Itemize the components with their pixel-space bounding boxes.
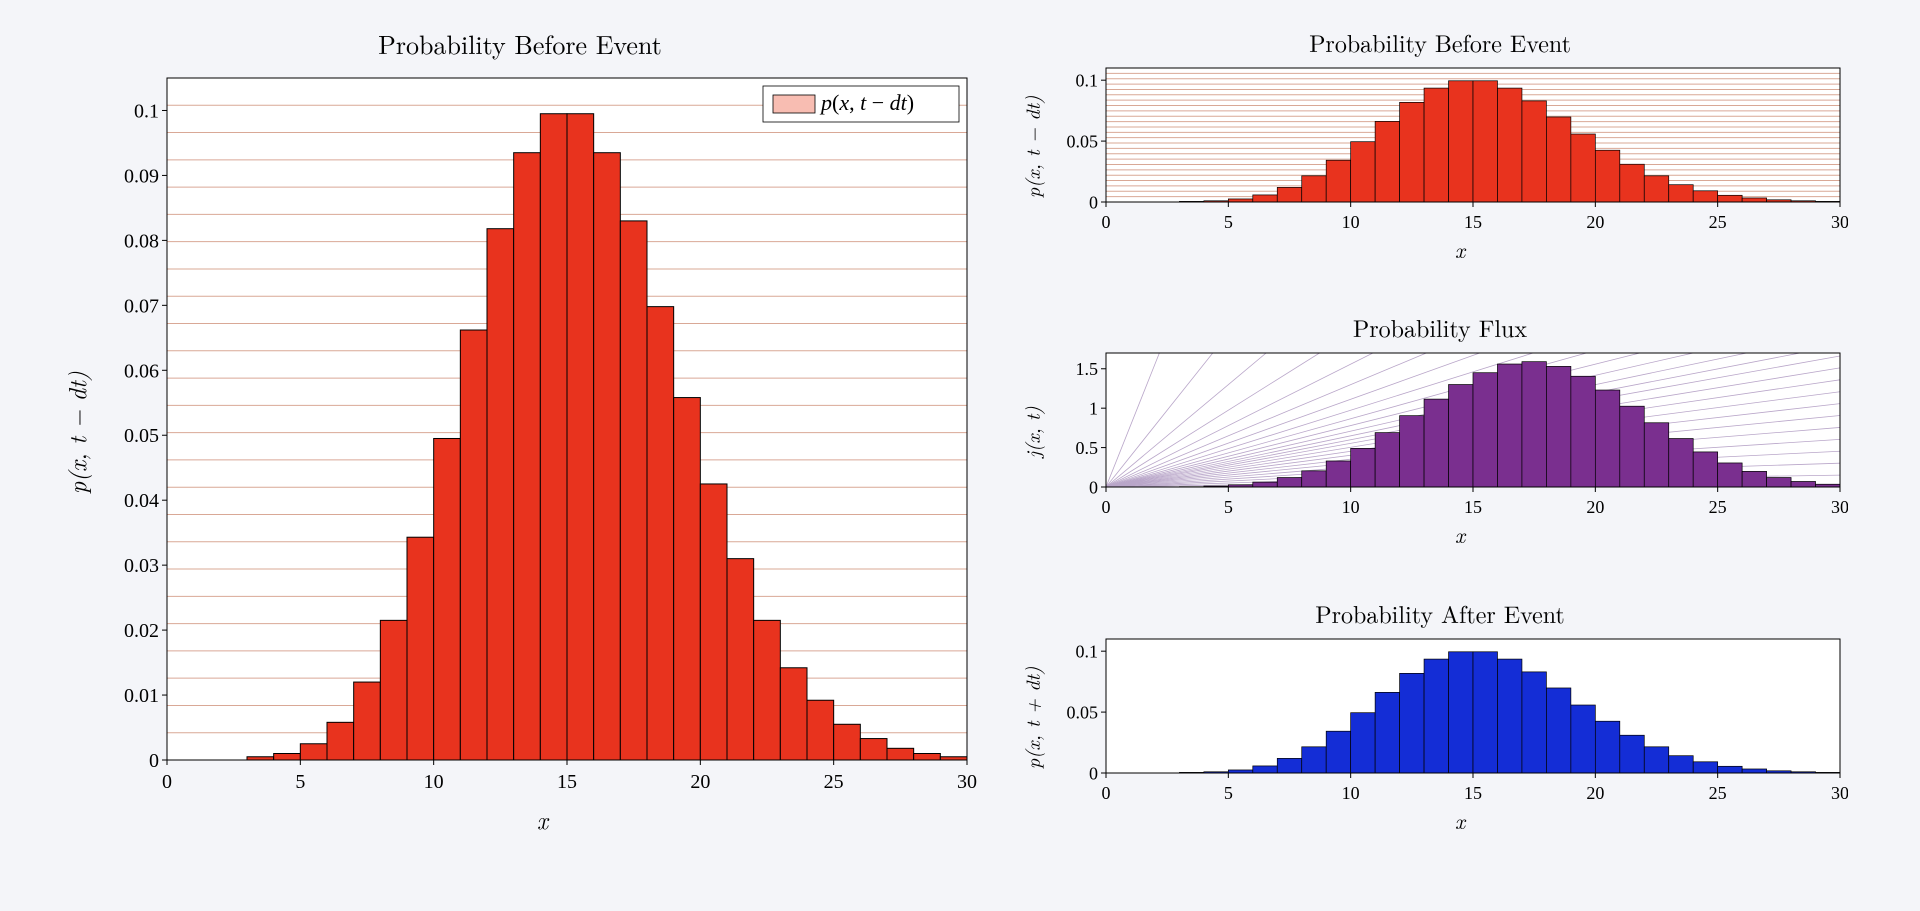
svg-text:15: 15 [1464, 212, 1482, 232]
svg-text:0: 0 [1089, 763, 1098, 783]
svg-text:15: 15 [557, 771, 577, 793]
mini2-section: Probability Flux j(x, t) 0 5 10 15 20 25 30 0 0.… [1015, 310, 1865, 583]
mini1-svg: 0 5 10 15 20 25 30 0 0.05 0.1 [1048, 62, 1848, 232]
svg-text:5: 5 [1224, 212, 1233, 232]
svg-text:25: 25 [824, 771, 844, 793]
svg-text:0.05: 0.05 [1067, 702, 1099, 722]
mini1-title: Probability Before Event [1015, 25, 1865, 59]
svg-text:0: 0 [1089, 478, 1098, 498]
svg-text:5: 5 [1224, 783, 1233, 803]
svg-text:0: 0 [149, 750, 159, 772]
svg-text:10: 10 [424, 771, 444, 793]
svg-text:0.5: 0.5 [1076, 438, 1099, 458]
mini1-ylabel: p(x, t − dt) [1015, 62, 1048, 232]
svg-text:0.05: 0.05 [1067, 131, 1099, 151]
svg-text:0.08: 0.08 [124, 230, 159, 252]
svg-text:0.02: 0.02 [124, 620, 159, 642]
svg-text:25: 25 [1709, 212, 1727, 232]
svg-text:0.04: 0.04 [124, 490, 159, 512]
svg-text:p(x, t − dt): p(x, t − dt) [819, 90, 914, 115]
mini2-svg: 0 5 10 15 20 25 30 0 0.5 1 1.5 [1048, 347, 1848, 517]
svg-text:30: 30 [1831, 212, 1848, 232]
svg-text:0: 0 [1102, 783, 1111, 803]
svg-text:0.07: 0.07 [124, 295, 159, 317]
svg-text:0.06: 0.06 [124, 360, 159, 382]
svg-text:0: 0 [162, 771, 172, 793]
svg-text:25: 25 [1709, 497, 1727, 517]
svg-text:20: 20 [1586, 783, 1604, 803]
svg-text:0.09: 0.09 [124, 165, 159, 187]
svg-text:1.5: 1.5 [1076, 359, 1099, 379]
svg-text:25: 25 [1709, 783, 1727, 803]
main-chart-box: p(x, t − dt) 0 5 10 15 20 25 30 0 0.01 0.02 0.03 0.… [55, 68, 985, 798]
mini3-svg: 0 5 10 15 20 25 30 0 0.05 0.1 [1048, 633, 1848, 803]
svg-text:20: 20 [1586, 212, 1604, 232]
mini3-ylabel: p(x, t + dt) [1015, 633, 1048, 803]
svg-text:5: 5 [295, 771, 305, 793]
mini2-xlabel: x [1055, 519, 1865, 550]
right-panel: Probability Before Event p(x, t − dt) 0 5… [985, 25, 1865, 881]
main-chart-svg: 0 5 10 15 20 25 30 0 0.01 0.02 0.03 0.04 0.05 0.06 0.0… [97, 68, 977, 798]
main-ylabel: p(x, t − dt) [55, 68, 97, 798]
svg-text:0: 0 [1102, 497, 1111, 517]
svg-text:0: 0 [1102, 212, 1111, 232]
svg-text:10: 10 [1342, 212, 1360, 232]
svg-text:15: 15 [1464, 783, 1482, 803]
mini3-title: Probability After Event [1015, 596, 1865, 630]
mini1-xlabel: x [1055, 234, 1865, 265]
figure-container: Probability Before Event p(x, t − dt) 0 5… [0, 0, 1920, 911]
svg-text:20: 20 [690, 771, 710, 793]
svg-text:0.01: 0.01 [124, 685, 159, 707]
mini2-ylabel: j(x, t) [1015, 347, 1048, 517]
svg-text:0.03: 0.03 [124, 555, 159, 577]
svg-text:0.05: 0.05 [124, 425, 159, 447]
svg-text:1: 1 [1089, 399, 1098, 419]
svg-text:10: 10 [1342, 497, 1360, 517]
svg-text:10: 10 [1342, 783, 1360, 803]
svg-text:30: 30 [1831, 497, 1848, 517]
svg-text:0.1: 0.1 [1076, 70, 1099, 90]
mini3-section: Probability After Event p(x, t + dt) 0 5 1… [1015, 596, 1865, 869]
svg-text:30: 30 [957, 771, 977, 793]
mini3-xlabel: x [1055, 805, 1865, 836]
main-xlabel: x [100, 802, 985, 836]
main-chart-panel: Probability Before Event p(x, t − dt) 0 5… [55, 25, 985, 881]
svg-text:5: 5 [1224, 497, 1233, 517]
svg-text:0: 0 [1089, 192, 1098, 212]
svg-text:30: 30 [1831, 783, 1848, 803]
main-chart-title: Probability Before Event [55, 25, 985, 62]
mini2-title: Probability Flux [1015, 310, 1865, 344]
svg-text:20: 20 [1586, 497, 1604, 517]
svg-text:15: 15 [1464, 497, 1482, 517]
svg-text:0.1: 0.1 [1076, 641, 1099, 661]
svg-text:0.1: 0.1 [134, 100, 159, 122]
mini1-section: Probability Before Event p(x, t − dt) 0 5… [1015, 25, 1865, 298]
